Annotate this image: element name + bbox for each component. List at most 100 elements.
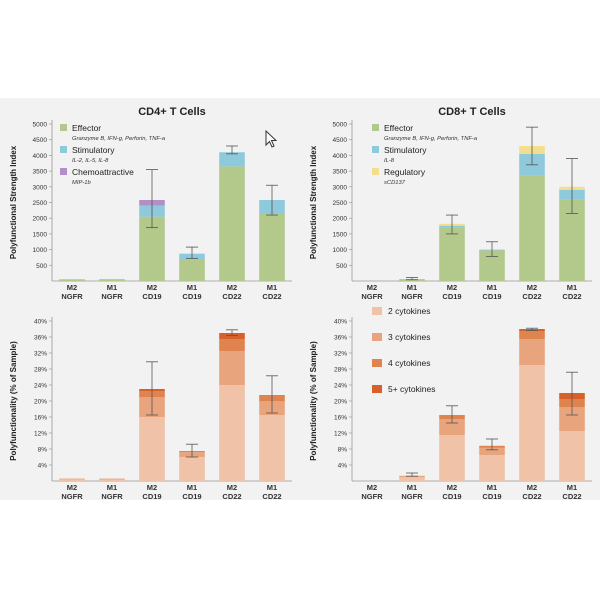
cd8-poly-x-tick-label: M1	[407, 483, 417, 492]
cd4-strength-title: CD4+ T Cells	[138, 106, 206, 118]
cd8-strength-bar-segment	[519, 175, 545, 281]
cd8-poly-bar-segment	[519, 365, 545, 481]
cd8-poly-legend-item: 5+ cytokines	[372, 384, 436, 394]
cd4-strength-bar-segment	[259, 213, 285, 281]
cd8-strength-x-tick-label: CD19	[442, 292, 461, 301]
cd4-strength-y-tick-label: 1000	[33, 247, 48, 254]
legend-sublabel: MIP-1b	[72, 180, 91, 186]
cd8-strength-y-tick-label: 500	[336, 263, 347, 270]
cd4-strength-x-tick-label: CD19	[182, 292, 201, 301]
cd4-strength-legend-item: Chemoattractive MIP-1b	[60, 167, 134, 186]
cd4-poly-y-tick-label: 20%	[34, 399, 47, 406]
cd8-poly-x-tick-label: M1	[487, 483, 497, 492]
cd4-strength-x-tick-label: M2	[67, 283, 77, 292]
cd8-poly-x-tick-label: CD19	[482, 492, 501, 501]
cd8-poly-bar-segment	[399, 477, 425, 481]
cd4-strength-x-tick-label: NGFR	[61, 292, 83, 301]
cd4-strength-y-tick-label: 4500	[33, 137, 48, 144]
panel-cd8-strength: CD8+ T Cells 500 1000 1500 2000 2500 3000 3500 4…	[300, 98, 600, 301]
panel-cd8-polyfunctionality: 4% 8% 12% 16% 20% 24% 28% 32% 36% 40% Polyfunction…	[300, 301, 600, 504]
cd8-strength-bar-segment	[439, 227, 465, 281]
cd8-poly-x-tick-label: CD22	[562, 492, 581, 501]
legend-sublabel: IL-8	[384, 158, 395, 164]
cd4-strength-bar-segment	[219, 166, 245, 281]
cd4-strength-legend-item: Effector Granzyme B, IFN-g, Perforin, TNF…	[60, 123, 166, 142]
figure-background: CD4+ T Cells 500 1000 1500 2000 2500 3000 3500 4…	[0, 98, 600, 501]
cd4-strength-y-tick-label: 5000	[33, 122, 48, 129]
cd8-poly-y-tick-label: 40%	[334, 319, 347, 326]
cd8-poly-y-tick-label: 28%	[334, 367, 347, 374]
cd8-poly-y-tick-label: 8%	[338, 447, 348, 454]
legend-label: Regulatory	[384, 167, 426, 177]
cd8-strength-x-tick-label: M2	[527, 283, 537, 292]
legend-swatch	[372, 146, 379, 153]
cd8-poly-bar-segment	[519, 331, 545, 339]
cd4-poly-bar-segment	[139, 417, 165, 481]
cd4-poly-bar-segment	[179, 457, 205, 481]
cd4-poly-y-tick-label: 36%	[34, 335, 47, 342]
legend-swatch	[372, 168, 379, 175]
cd4-poly-x-tick-label: NGFR	[61, 492, 83, 501]
cd8-strength-x-tick-label: NGFR	[361, 292, 383, 301]
cd4-strength-x-tick-label: M1	[267, 283, 277, 292]
legend-label: 4 cytokines	[388, 358, 431, 368]
cd8-strength-x-tick-label: M1	[487, 283, 497, 292]
cd4-strength-y-tick-label: 2500	[33, 200, 48, 207]
cd8-strength-y-tick-label: 1000	[333, 247, 348, 254]
cd4-poly-x-tick-label: M1	[187, 483, 197, 492]
cd4-poly-bar-segment	[99, 479, 125, 481]
cd8-poly-bar-segment	[559, 431, 585, 481]
cd8-strength-y-tick-label: 3000	[333, 184, 348, 191]
cd8-strength-x-tick-label: M2	[367, 283, 377, 292]
cd8-poly-y-tick-label: 16%	[334, 415, 347, 422]
cd8-strength-y-label: Polyfunctional Strength Index	[309, 145, 318, 259]
cd4-poly-y-label: Polyfunctionality (% of Sample)	[9, 341, 18, 461]
legend-sublabel: sCD137	[384, 180, 406, 186]
cd8-poly-y-tick-label: 32%	[334, 351, 347, 358]
cd8-poly-x-tick-label: NGFR	[361, 492, 383, 501]
cd8-poly-x-tick-label: CD19	[442, 492, 461, 501]
cd4-poly-x-tick-label: M1	[267, 483, 277, 492]
cd4-poly-x-tick-label: M1	[107, 483, 117, 492]
cd8-poly-legend-item: 3 cytokines	[372, 332, 431, 342]
cd4-strength-x-tick-label: M2	[147, 283, 157, 292]
cd8-strength-y-tick-label: 4500	[333, 137, 348, 144]
cd8-strength-x-tick-label: NGFR	[401, 292, 423, 301]
cd4-strength-bar-segment	[99, 279, 125, 281]
cd4-poly-y-tick-label: 28%	[34, 367, 47, 374]
legend-swatch	[372, 124, 379, 131]
cd4-poly-x-tick-label: CD19	[182, 492, 201, 501]
legend-swatch	[372, 307, 382, 315]
cd8-strength-title: CD8+ T Cells	[438, 106, 506, 118]
cd4-strength-y-tick-label: 3000	[33, 184, 48, 191]
chart-svg: CD8+ T Cells 500 1000 1500 2000 2500 3000 3500 4…	[309, 106, 592, 301]
mouse-cursor-icon	[265, 130, 277, 148]
cd4-poly-y-tick-label: 12%	[34, 431, 47, 438]
cd4-poly-y-tick-label: 32%	[34, 351, 47, 358]
legend-swatch	[372, 359, 382, 367]
legend-swatch	[60, 168, 67, 175]
cd4-poly-bar-segment	[59, 479, 85, 481]
cd4-poly-x-tick-label: NGFR	[101, 492, 123, 501]
cd8-poly-x-tick-label: M2	[367, 483, 377, 492]
legend-label: 2 cytokines	[388, 306, 431, 316]
cd4-strength-y-tick-label: 1500	[33, 231, 48, 238]
cd4-strength-bar-segment	[219, 152, 245, 167]
legend-label: Chemoattractive	[72, 167, 134, 177]
cd4-poly-bar-segment	[219, 333, 245, 339]
cd8-strength-y-tick-label: 5000	[333, 122, 348, 129]
legend-swatch	[60, 146, 67, 153]
cd8-strength-legend-item: Stimulatory IL-8	[372, 145, 427, 164]
cd8-strength-legend-item: Regulatory sCD137	[372, 167, 426, 186]
cd8-poly-bar-segment	[479, 455, 505, 481]
cd8-strength-x-tick-label: CD22	[562, 292, 581, 301]
cd4-strength-bar-segment	[99, 279, 125, 280]
cd8-strength-y-tick-label: 4000	[333, 153, 348, 160]
cd4-poly-y-tick-label: 16%	[34, 415, 47, 422]
cd8-poly-bar-segment	[439, 419, 465, 435]
cd4-strength-y-tick-label: 4000	[33, 153, 48, 160]
cd8-poly-x-tick-label: M1	[567, 483, 577, 492]
legend-swatch	[372, 385, 382, 393]
cd8-strength-x-tick-label: M1	[567, 283, 577, 292]
chart-svg: CD4+ T Cells 500 1000 1500 2000 2500 3000 3500 4…	[9, 106, 292, 301]
